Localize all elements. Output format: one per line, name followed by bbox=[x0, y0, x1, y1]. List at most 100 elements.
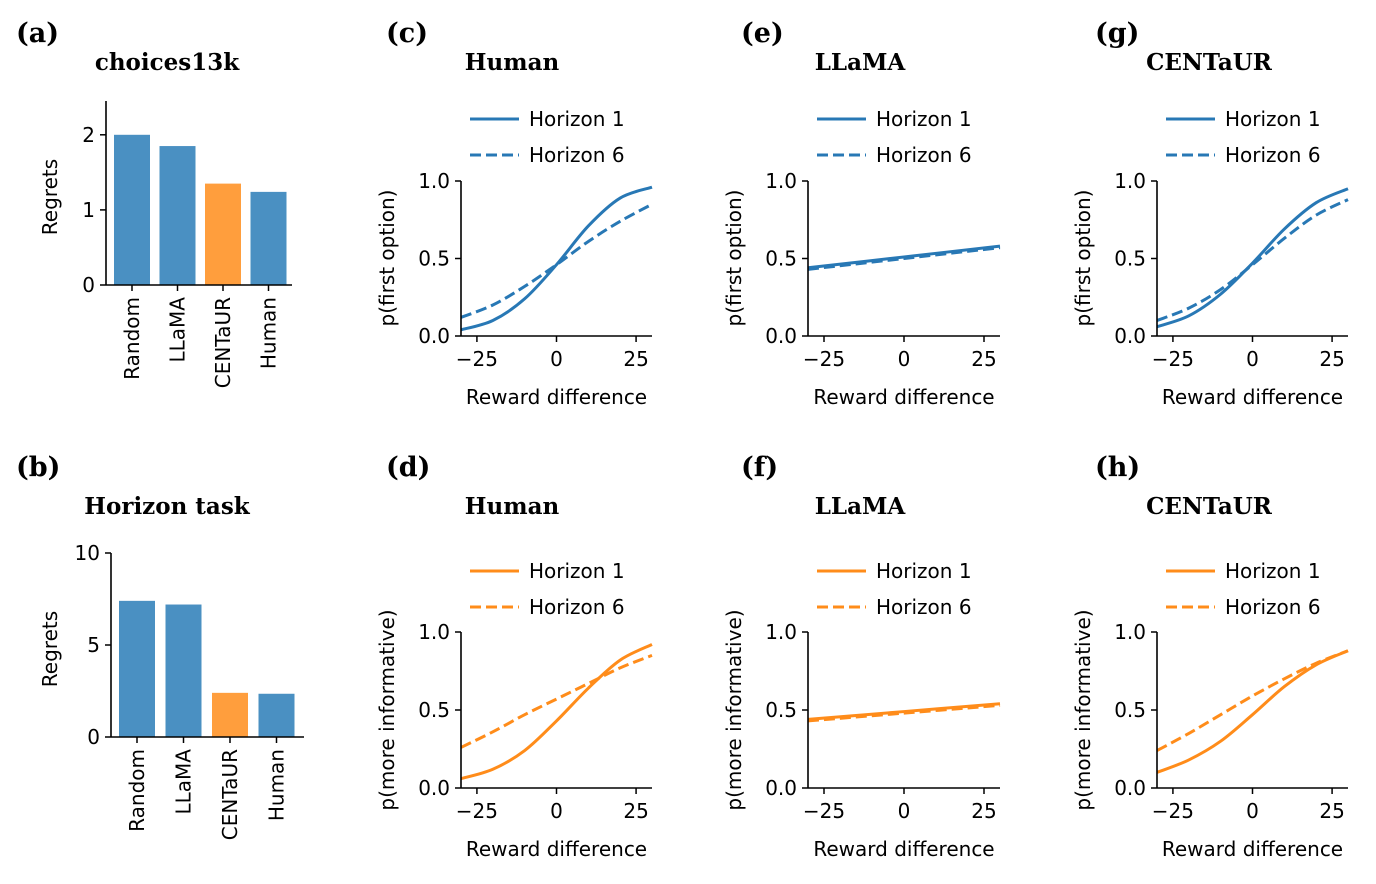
series-line-horizon-6 bbox=[1156, 649, 1349, 752]
bar-llama bbox=[159, 146, 196, 285]
x-tick-label: LLaMA bbox=[172, 749, 196, 815]
y-axis-label: p(first option) bbox=[375, 190, 399, 327]
y-tick-label: 2 bbox=[82, 123, 95, 147]
y-tick-label: 1.0 bbox=[765, 620, 797, 644]
legend-label: Horizon 1 bbox=[876, 107, 972, 131]
panel-letter: (c) bbox=[386, 18, 428, 49]
panel-title: LLaMA bbox=[815, 493, 907, 520]
legend-label: Horizon 1 bbox=[876, 559, 972, 583]
legend-label: Horizon 6 bbox=[529, 595, 625, 619]
y-tick-label: 0.5 bbox=[418, 698, 450, 722]
y-tick-label: 0.5 bbox=[1114, 247, 1146, 271]
y-tick-label: 1.0 bbox=[1114, 620, 1146, 644]
panel-b: (b) Horizon task Random LLaMA CENTaUR Human 0 5… bbox=[16, 452, 304, 840]
panel-letter: (g) bbox=[1095, 18, 1139, 49]
legend-item: Horizon 1 bbox=[470, 107, 625, 131]
panel-letter: (a) bbox=[16, 18, 59, 49]
y-tick-label: 0.0 bbox=[418, 324, 450, 348]
x-tick-label: −25 bbox=[803, 347, 845, 371]
x-tick-label: Random bbox=[120, 297, 144, 380]
panel-c: (c) Human Horizon 1 Horizon 6 0.0 0.5 1.0 −25 0 2… bbox=[375, 18, 653, 409]
legend-label: Horizon 6 bbox=[529, 143, 625, 167]
x-tick-label: 25 bbox=[1319, 347, 1344, 371]
x-tick-label: 0 bbox=[1246, 799, 1259, 823]
legend-item: Horizon 6 bbox=[470, 143, 625, 167]
panel-title: Human bbox=[465, 49, 560, 76]
x-tick-label: −25 bbox=[1152, 799, 1194, 823]
panel-f: (f) LLaMA Horizon 1 Horizon 6 0.0 0.5 1.0 −25 0 2… bbox=[722, 452, 1001, 861]
legend-label: Horizon 6 bbox=[1225, 595, 1321, 619]
bar-human bbox=[250, 191, 287, 285]
legend-item: Horizon 1 bbox=[1166, 559, 1321, 583]
panel-h: (h)CENTaUR Horizon 1 Horizon 6 0.0 0.5 1.0 −25… bbox=[1071, 452, 1349, 861]
series-line-horizon-1 bbox=[807, 244, 1001, 270]
legend-item: Horizon 1 bbox=[817, 107, 972, 131]
y-tick-label: 0.0 bbox=[1114, 324, 1146, 348]
x-tick-label: CENTaUR bbox=[218, 749, 242, 840]
panel-e: (e) LLaMA Horizon 1 Horizon 6 0.0 0.5 1.0 −25 0 2… bbox=[722, 18, 1001, 409]
series-line-horizon-6 bbox=[1156, 198, 1349, 322]
y-tick-label: 1.0 bbox=[1114, 169, 1146, 193]
y-tick-label: 0 bbox=[82, 273, 95, 297]
x-tick-label: 25 bbox=[623, 799, 648, 823]
panel-letter: (e) bbox=[741, 18, 784, 49]
series-line-horizon-1 bbox=[807, 702, 1001, 721]
x-tick-label: −25 bbox=[456, 799, 498, 823]
y-axis-label: p(more informative) bbox=[1071, 609, 1095, 810]
x-tick-label: −25 bbox=[456, 347, 498, 371]
y-axis-label: p(first option) bbox=[722, 190, 746, 327]
y-tick-label: 0.0 bbox=[765, 324, 797, 348]
x-tick-label: 0 bbox=[898, 347, 911, 371]
x-tick-label: 25 bbox=[1319, 799, 1344, 823]
y-axis-label: p(more informative) bbox=[375, 609, 399, 810]
y-axis-label: p(more informative) bbox=[722, 609, 746, 810]
series-line-horizon-6 bbox=[807, 703, 1001, 723]
x-tick-label: 0 bbox=[550, 799, 563, 823]
y-tick-label: 0.5 bbox=[418, 247, 450, 271]
bar-centaur bbox=[212, 692, 248, 737]
legend-label: Horizon 1 bbox=[529, 107, 625, 131]
x-tick-label: 0 bbox=[1246, 347, 1259, 371]
legend-item: Horizon 6 bbox=[1166, 143, 1321, 167]
y-tick-label: 0.0 bbox=[1114, 776, 1146, 800]
x-tick-label: Human bbox=[265, 749, 289, 821]
series-line-horizon-1 bbox=[460, 185, 653, 332]
x-axis-label: Reward difference bbox=[1162, 385, 1343, 409]
legend-label: Horizon 6 bbox=[1225, 143, 1321, 167]
bar-random bbox=[114, 134, 150, 285]
y-tick-label: 10 bbox=[75, 541, 100, 565]
series-line-horizon-6 bbox=[460, 202, 653, 319]
x-axis-label: Reward difference bbox=[813, 837, 994, 861]
legend-item: Horizon 6 bbox=[817, 143, 972, 167]
x-tick-label: Random bbox=[125, 749, 149, 832]
panel-a: (a) choices13k Random LLaMA CENTaUR Human 0 1 2R… bbox=[16, 18, 292, 388]
panel-letter: (d) bbox=[386, 452, 430, 483]
y-tick-label: 1 bbox=[82, 198, 95, 222]
panel-title: CENTaUR bbox=[1146, 49, 1273, 76]
x-axis-label: Reward difference bbox=[813, 385, 994, 409]
series-line-horizon-6 bbox=[807, 246, 1001, 271]
legend-label: Horizon 6 bbox=[876, 595, 972, 619]
legend-item: Horizon 6 bbox=[1166, 595, 1321, 619]
legend-label: Horizon 1 bbox=[1225, 559, 1321, 583]
x-tick-label: 25 bbox=[623, 347, 648, 371]
legend-item: Horizon 1 bbox=[1166, 107, 1321, 131]
legend-item: Horizon 6 bbox=[470, 595, 625, 619]
y-tick-label: 0.5 bbox=[765, 247, 797, 271]
x-tick-label: 25 bbox=[971, 799, 996, 823]
x-tick-label: −25 bbox=[803, 799, 845, 823]
x-tick-label: 25 bbox=[971, 347, 996, 371]
x-tick-label: LLaMA bbox=[166, 297, 190, 363]
y-axis-label: p(first option) bbox=[1071, 190, 1095, 327]
panel-g: (g) CENTaUR Horizon 1 Horizon 6 0.0 0.5 1.0 −25… bbox=[1071, 18, 1349, 409]
series-line-horizon-6 bbox=[460, 654, 653, 749]
series-line-horizon-1 bbox=[1156, 649, 1349, 774]
x-tick-label: −25 bbox=[1152, 347, 1194, 371]
bar-llama bbox=[165, 604, 202, 737]
panel-title: Human bbox=[465, 493, 560, 520]
y-tick-label: 1.0 bbox=[418, 620, 450, 644]
y-axis-label: Regrets bbox=[38, 159, 62, 235]
y-axis-label: Regrets bbox=[38, 611, 62, 687]
series-line-horizon-1 bbox=[460, 643, 653, 781]
